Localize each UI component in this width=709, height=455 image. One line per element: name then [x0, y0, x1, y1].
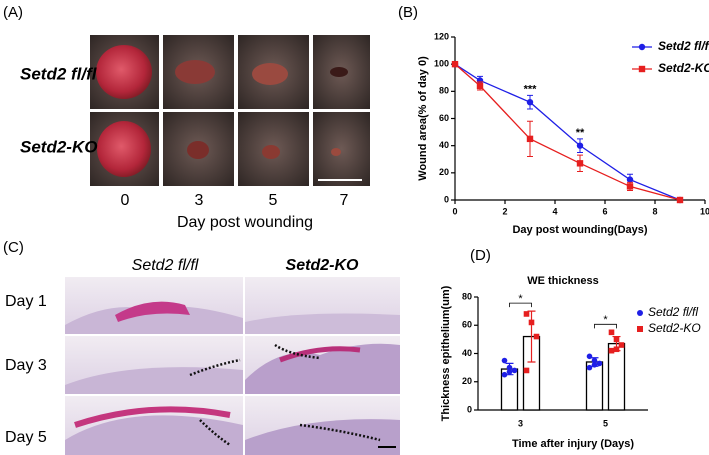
line — [454, 63, 681, 201]
legend-label: Setd2-KO — [648, 321, 701, 335]
marker — [638, 43, 646, 51]
marker — [526, 99, 534, 106]
column-label: 0 — [121, 192, 130, 209]
legend-label: Setd2-KO — [658, 61, 709, 75]
panel-label: (B) — [398, 4, 418, 21]
y-tick-label: 80 — [462, 291, 472, 301]
column-label: Setd2-KO — [286, 257, 359, 274]
row-label: Day 3 — [5, 357, 47, 374]
y-tick-label: 60 — [462, 320, 472, 330]
y-tick-label: 40 — [462, 348, 472, 358]
marker — [576, 142, 584, 149]
annotation: *** — [524, 83, 538, 95]
x-axis-label: Time after injury (Days) — [512, 438, 634, 450]
significance-bracket — [509, 302, 532, 308]
x-tick-label: 4 — [552, 206, 557, 216]
panel-label: (C) — [3, 239, 24, 256]
x-tick-label: 5 — [603, 418, 608, 428]
data-point — [608, 347, 615, 354]
marker — [451, 60, 459, 68]
panel-label: (D) — [470, 247, 491, 264]
x-tick-label: 8 — [652, 206, 657, 216]
marker — [637, 326, 643, 332]
column-label: 7 — [340, 192, 349, 209]
data-point — [596, 360, 603, 367]
marker — [676, 196, 684, 204]
y-tick-label: 0 — [467, 404, 472, 414]
marker — [637, 310, 643, 316]
data-point — [591, 362, 598, 368]
data-point — [528, 319, 535, 326]
line — [454, 63, 681, 201]
x-tick-label: 0 — [452, 206, 457, 216]
marker — [476, 82, 484, 90]
wound-photos — [90, 35, 370, 186]
legend-label: Setd2 fl/fl — [648, 305, 698, 319]
marker — [638, 65, 646, 73]
data-point — [613, 336, 620, 343]
marker — [626, 183, 634, 190]
data-point — [586, 353, 593, 360]
marker — [576, 160, 584, 167]
x-tick-label: 10 — [700, 206, 709, 216]
data-point — [506, 364, 513, 371]
data-point — [501, 357, 508, 364]
panel-label: (A) — [3, 4, 23, 21]
data-point — [586, 364, 593, 371]
annotation: ** — [576, 127, 585, 139]
data-point — [501, 371, 508, 378]
x-tick-label: 3 — [518, 418, 523, 428]
row-label: Day 1 — [5, 293, 47, 310]
y-axis-label: Thickness epithelium(um) — [440, 285, 452, 421]
row-label: Setd2 fl/fl — [20, 64, 98, 83]
error-bar — [527, 310, 536, 363]
x-tick-label: 2 — [502, 206, 507, 216]
column-label: 3 — [195, 192, 204, 209]
x-axis-label: Day post wounding(Days) — [512, 224, 647, 236]
data-point — [618, 342, 625, 348]
row-label: Setd2-KO — [20, 137, 97, 156]
legend-label: Setd2 fl/fl — [658, 39, 709, 53]
data-point — [511, 367, 518, 374]
column-label: 5 — [269, 192, 278, 209]
data-point — [591, 357, 598, 364]
marker — [526, 135, 534, 143]
data-point — [533, 333, 540, 340]
marker — [626, 176, 634, 183]
y-tick-label: 20 — [462, 376, 472, 386]
y-tick-label: 100 — [434, 59, 449, 69]
row-label: Day 5 — [5, 429, 47, 446]
histology-images — [65, 277, 400, 455]
data-point — [523, 311, 530, 317]
y-tick-label: 120 — [434, 31, 449, 41]
data-point — [608, 329, 615, 336]
annotation: * — [603, 314, 608, 326]
y-axis-label: Wound area(% of day 0) — [417, 56, 429, 181]
y-tick-label: 20 — [439, 167, 449, 177]
data-point — [523, 367, 530, 374]
column-label: Setd2 fl/fl — [132, 257, 199, 274]
x-tick-label: 6 — [602, 206, 607, 216]
chart-title: WE thickness — [527, 275, 599, 287]
annotation: * — [518, 293, 523, 305]
data-point — [506, 369, 513, 375]
y-tick-label: 80 — [439, 86, 449, 96]
y-tick-label: 60 — [439, 113, 449, 123]
y-tick-label: 40 — [439, 140, 449, 150]
bar — [607, 342, 626, 411]
data-point — [613, 346, 620, 353]
significance-bracket — [594, 323, 617, 329]
axis-label: Day post wounding — [177, 214, 313, 231]
y-tick-label: 0 — [444, 194, 449, 204]
